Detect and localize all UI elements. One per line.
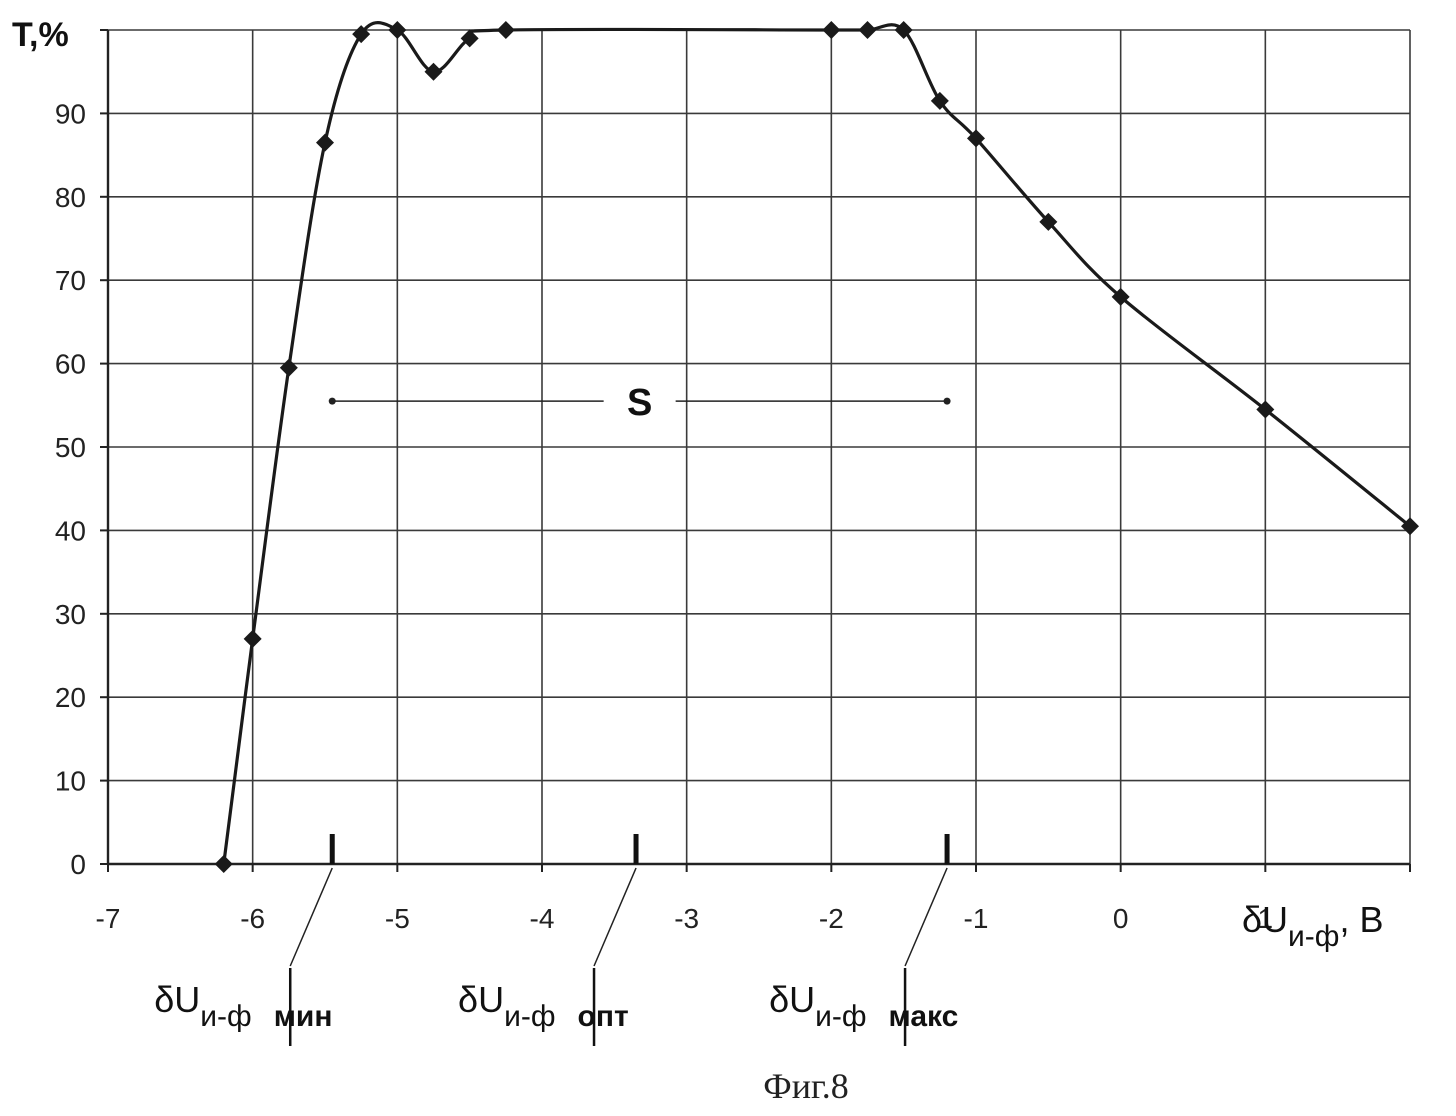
x-axis-label-sub: и-ф <box>1288 920 1339 953</box>
x-tick-label: 0 <box>1113 903 1129 934</box>
y-tick-label: 0 <box>70 849 86 880</box>
x-tick-label: -1 <box>964 903 989 934</box>
data-point <box>822 21 840 39</box>
x-axis-label-main: δU <box>1242 899 1288 940</box>
x-tick-label: -5 <box>385 903 410 934</box>
y-tick-labels: 0 10 20 30 40 50 60 70 80 90 <box>55 98 86 880</box>
markers: δUи-фминδUи-фоптδUи-фмакс <box>154 834 958 1046</box>
figure-caption: Фиг.8 <box>763 1066 848 1106</box>
marker-leader <box>290 868 332 966</box>
marker-label-main: δU <box>769 979 815 1020</box>
x-tick-label: -3 <box>674 903 699 934</box>
marker-label: δUи-ф макс <box>769 979 958 1033</box>
data-point <box>215 855 233 873</box>
marker-label-main: δU <box>154 979 200 1020</box>
series-line <box>224 23 1410 864</box>
y-tick-label: 70 <box>55 265 86 296</box>
y-tick-label: 20 <box>55 682 86 713</box>
y-tick-label: 50 <box>55 432 86 463</box>
y-tick-label: 60 <box>55 349 86 380</box>
data-point <box>859 21 877 39</box>
data-point <box>497 21 515 39</box>
y-tick-label: 40 <box>55 515 86 546</box>
marker-label-suffix: макс <box>889 1000 959 1033</box>
marker-label-main: δU <box>458 979 504 1020</box>
x-tick-label: -7 <box>96 903 121 934</box>
data-point <box>280 359 298 377</box>
marker-leader <box>594 868 636 966</box>
marker-label-sub: и-ф <box>504 1000 555 1033</box>
x-tick-label: -6 <box>240 903 265 934</box>
marker-label-sub: и-ф <box>815 1000 866 1033</box>
range-label: S <box>627 382 652 424</box>
axes <box>100 30 1410 872</box>
range-endpoint <box>944 398 951 405</box>
range-endpoint <box>329 398 336 405</box>
data-point <box>316 134 334 152</box>
x-tick-label: -2 <box>819 903 844 934</box>
range-s: S <box>329 382 951 424</box>
y-tick-label: 30 <box>55 599 86 630</box>
marker-leader <box>905 868 947 966</box>
x-tick-labels: -7-6-5-4-3-2-101 <box>96 903 1274 934</box>
y-tick-label: 10 <box>55 766 86 797</box>
marker-label: δUи-ф мин <box>154 979 332 1033</box>
y-tick-label: 90 <box>55 98 86 129</box>
data-point <box>244 630 262 648</box>
marker-label-sub: и-ф <box>200 1000 251 1033</box>
x-tick-label: -4 <box>530 903 555 934</box>
marker-label: δUи-ф опт <box>458 979 629 1033</box>
y-tick-label: 80 <box>55 182 86 213</box>
data-point <box>425 63 443 81</box>
y-axis-label: T,% <box>12 16 69 54</box>
x-axis-label-unit: , В <box>1339 899 1383 940</box>
marker-label-suffix: опт <box>578 1000 629 1033</box>
grid <box>108 30 1410 864</box>
marker-label-suffix: мин <box>274 1000 333 1033</box>
x-axis-label: δUи-ф, В <box>1242 899 1384 953</box>
